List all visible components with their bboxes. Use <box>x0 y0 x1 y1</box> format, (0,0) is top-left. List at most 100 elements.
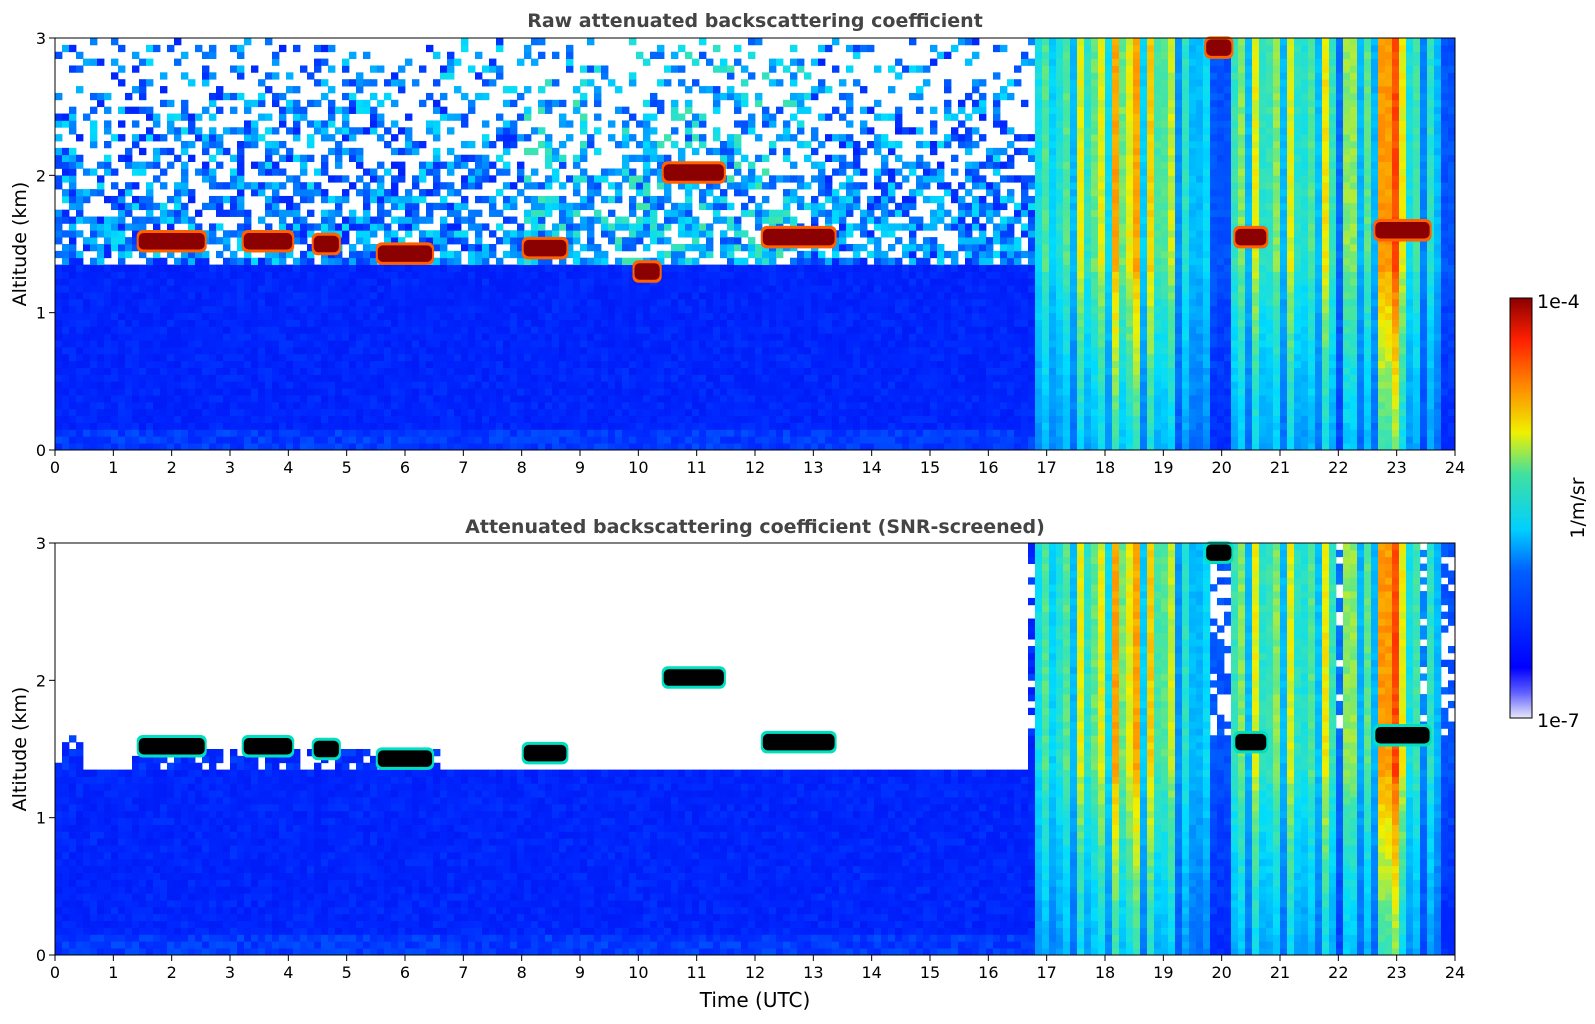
heat-cell <box>713 99 721 108</box>
heat-cell <box>440 367 448 375</box>
heat-cell <box>251 333 259 341</box>
heat-cell <box>55 381 63 389</box>
heat-cell <box>615 388 623 396</box>
heat-cell <box>482 134 490 142</box>
heat-cell <box>419 298 427 307</box>
heat-cell <box>853 292 861 300</box>
heat-cell <box>664 436 672 444</box>
heat-cell <box>195 127 203 135</box>
heat-cell <box>524 319 532 327</box>
heat-cell <box>832 285 840 293</box>
heat-cell <box>860 388 868 396</box>
heat-cell <box>174 367 182 375</box>
heat-cell <box>559 381 567 389</box>
heat-cell <box>594 278 602 286</box>
heat-cell <box>83 319 91 327</box>
heat-cell <box>405 374 413 382</box>
heat-cell <box>860 395 868 403</box>
heat-cell <box>468 223 476 231</box>
heat-cell <box>76 429 84 437</box>
heat-cell <box>524 216 532 224</box>
heat-cell <box>510 99 518 108</box>
heat-cell <box>251 374 259 382</box>
heat-cell <box>657 202 665 211</box>
heat-cell <box>195 271 203 279</box>
heat-cell <box>685 305 693 314</box>
heat-cell <box>846 408 854 417</box>
heat-cell <box>643 415 651 423</box>
heat-cell <box>188 298 196 307</box>
heat-cell <box>517 175 525 183</box>
heat-cell <box>349 278 357 286</box>
heat-cell <box>461 38 469 46</box>
heat-cell <box>223 360 231 368</box>
heat-cell <box>97 223 105 231</box>
heat-cell <box>552 436 560 444</box>
heat-cell <box>461 278 469 286</box>
heat-cell <box>90 347 98 355</box>
heat-cell <box>475 209 483 217</box>
heat-cell <box>846 65 854 73</box>
heat-cell <box>104 230 112 238</box>
heat-cell <box>671 257 679 265</box>
heat-cell <box>153 347 161 355</box>
heat-cell <box>811 134 819 142</box>
heat-cell <box>860 305 868 314</box>
heat-cell <box>489 353 497 362</box>
heat-cell <box>174 347 182 355</box>
heat-cell <box>188 326 196 334</box>
heat-cell <box>426 353 434 362</box>
heat-cell <box>769 436 777 444</box>
heat-cell <box>650 360 658 368</box>
heat-cell <box>678 44 686 53</box>
heat-cell <box>272 250 280 259</box>
heat-cell <box>384 422 392 430</box>
heat-cell <box>461 395 469 403</box>
heat-cell <box>468 408 476 417</box>
heat-cell <box>594 65 602 73</box>
heat-cell <box>244 264 252 272</box>
heat-cell <box>405 285 413 293</box>
heat-cell <box>853 333 861 341</box>
heat-cell <box>657 44 665 53</box>
heat-cell <box>76 408 84 417</box>
heat-cell <box>69 202 77 211</box>
heat-cell <box>580 292 588 300</box>
heat-cell <box>846 340 854 348</box>
heat-cell <box>433 79 441 87</box>
heat-cell <box>853 312 861 320</box>
heat-cell <box>685 298 693 307</box>
heat-cell <box>860 278 868 286</box>
heat-cell <box>622 374 630 382</box>
heat-cell <box>818 388 826 396</box>
heat-cell <box>153 264 161 272</box>
heat-cell <box>846 141 854 149</box>
heat-cell <box>104 340 112 348</box>
heat-cell <box>216 195 224 204</box>
heat-cell <box>440 230 448 238</box>
heat-cell <box>279 106 287 114</box>
heat-cell <box>370 223 378 231</box>
heat-cell <box>314 312 322 320</box>
heat-cell <box>657 237 665 245</box>
heat-cell <box>160 271 168 279</box>
heat-cell <box>622 292 630 300</box>
heat-cell <box>734 360 742 368</box>
heat-cell <box>279 429 287 437</box>
heat-cell <box>202 312 210 320</box>
heat-cell <box>741 264 749 272</box>
heat-cell <box>580 65 588 73</box>
heat-cell <box>181 408 189 417</box>
heat-cell <box>167 216 175 224</box>
heat-cell <box>335 278 343 286</box>
heat-cell <box>706 86 714 94</box>
heat-cell <box>286 319 294 327</box>
heat-cell <box>510 401 518 410</box>
heat-cell <box>797 92 805 101</box>
heat-cell <box>846 271 854 279</box>
heat-cell <box>797 250 805 259</box>
heat-cell <box>818 312 826 320</box>
heat-cell <box>412 333 420 341</box>
heat-cell <box>146 189 154 197</box>
heat-cell <box>769 333 777 341</box>
